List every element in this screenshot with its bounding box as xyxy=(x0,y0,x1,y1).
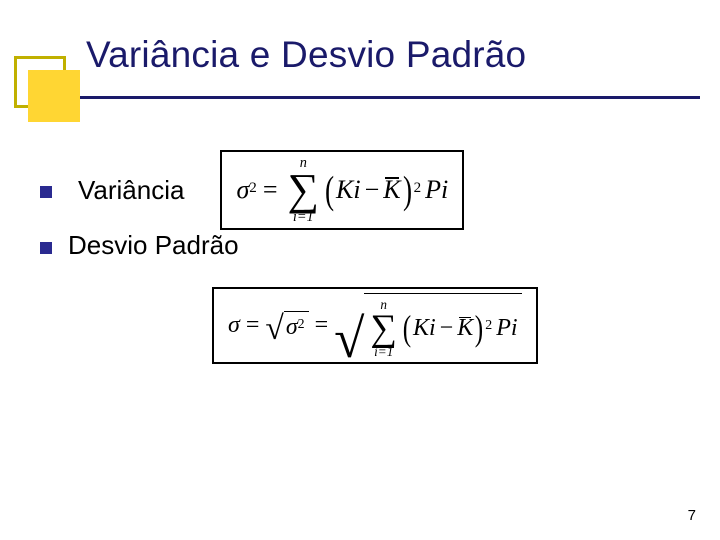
bullet-icon xyxy=(40,186,52,198)
decor-inner-square xyxy=(28,70,80,122)
formula-row-stddev: σ = √ σ2 = √ n ∑ i=1 xyxy=(212,287,680,364)
sqrt-icon: √ σ2 xyxy=(265,311,308,341)
bullet-row-stddev: Desvio Padrão xyxy=(40,230,680,261)
title-bullet-decor xyxy=(14,56,80,108)
title-underline xyxy=(80,96,700,99)
bullet-label-stddev: Desvio Padrão xyxy=(68,230,239,261)
sigma-sum-icon: n ∑ i=1 xyxy=(288,156,320,224)
stddev-formula: σ = √ σ2 = √ n ∑ i=1 xyxy=(228,293,522,358)
variance-formula: σ2 = n ∑ i=1 ( Ki − K ) 2 Pi xyxy=(236,156,448,224)
sqrt-icon: √ n ∑ i=1 ( Ki − K ) 2 xyxy=(334,293,521,358)
content-area: Variância σ2 = n ∑ i=1 ( Ki − K ) 2 Pi xyxy=(40,150,680,364)
sigma-sum-icon: n ∑ i=1 xyxy=(370,298,397,358)
bullet-icon xyxy=(40,242,52,254)
bullet-row-variance: Variância σ2 = n ∑ i=1 ( Ki − K ) 2 Pi xyxy=(40,150,680,230)
formula-box-stddev: σ = √ σ2 = √ n ∑ i=1 xyxy=(212,287,538,364)
page-number: 7 xyxy=(688,507,696,524)
bullet-label-variance: Variância xyxy=(78,175,184,206)
slide-title: Variância e Desvio Padrão xyxy=(86,34,526,76)
formula-box-variance: σ2 = n ∑ i=1 ( Ki − K ) 2 Pi xyxy=(220,150,464,230)
